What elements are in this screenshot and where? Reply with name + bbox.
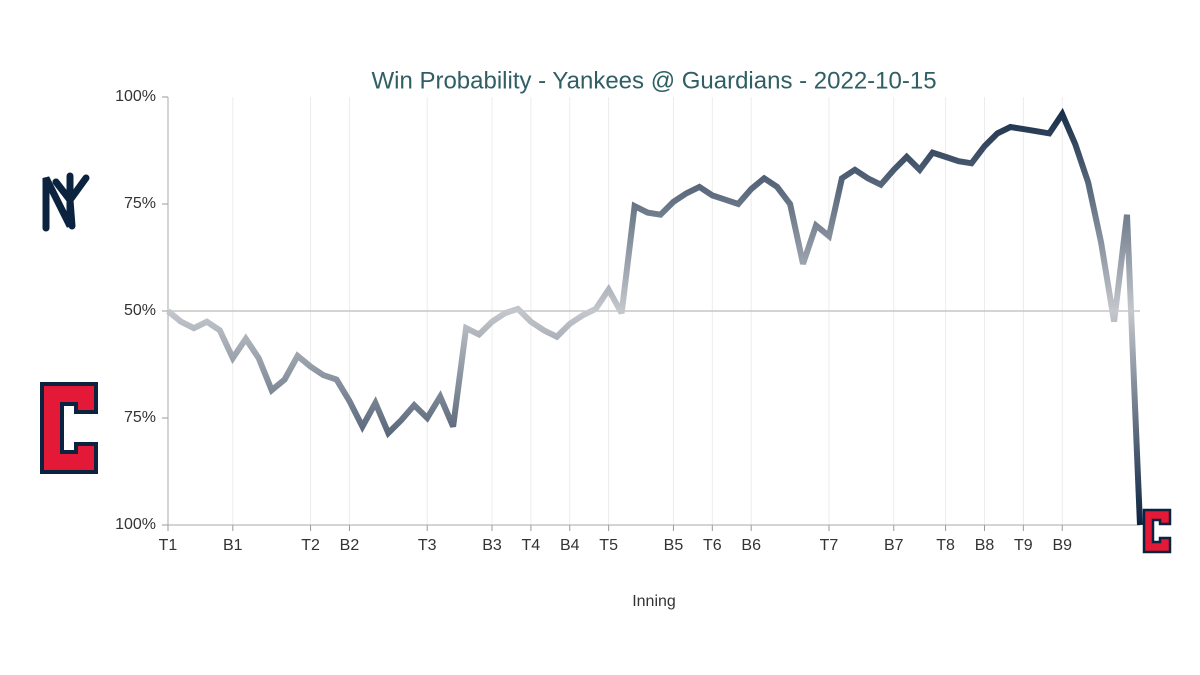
yankees-logo <box>42 172 90 232</box>
x-tick-label: B7 <box>884 537 904 554</box>
y-tick-label: 75% <box>124 409 156 426</box>
x-tick-label: B1 <box>223 537 243 554</box>
x-tick-label: B2 <box>340 537 360 554</box>
x-tick-label: T2 <box>301 537 320 554</box>
win-probability-line <box>166 107 1143 526</box>
x-tick-label: T4 <box>522 537 541 554</box>
x-tick-label: B9 <box>1052 537 1072 554</box>
y-tick-label: 75% <box>124 195 156 212</box>
x-tick-label: T7 <box>820 537 839 554</box>
x-tick-label: T9 <box>1014 537 1033 554</box>
guardians-logo-small <box>1142 508 1172 554</box>
x-tick-label: T3 <box>418 537 437 554</box>
x-tick-label: T6 <box>703 537 722 554</box>
x-tick-label: B3 <box>482 537 502 554</box>
x-axis-label: Inning <box>632 593 676 610</box>
chart-title: Win Probability - Yankees @ Guardians - … <box>371 67 936 94</box>
x-tick-label: B6 <box>741 537 761 554</box>
x-tick-label: B8 <box>975 537 995 554</box>
x-tick-label: B5 <box>664 537 684 554</box>
y-tick-label: 100% <box>115 88 156 105</box>
y-tick-label: 100% <box>115 516 156 533</box>
x-tick-label: B4 <box>560 537 580 554</box>
x-tick-label: T1 <box>159 537 178 554</box>
guardians-logo <box>40 382 98 474</box>
y-tick-label: 50% <box>124 302 156 319</box>
x-tick-label: T5 <box>599 537 618 554</box>
x-tick-label: T8 <box>936 537 955 554</box>
